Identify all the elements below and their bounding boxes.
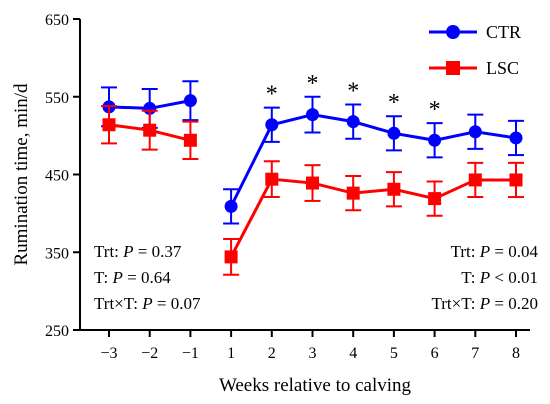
series-lsc (101, 105, 524, 276)
y-tick-label: 250 (45, 323, 69, 340)
stats-line-right: Trt: P = 0.04 (451, 242, 539, 261)
x-tick-label: 5 (390, 345, 398, 362)
series-ctr (101, 80, 524, 225)
x-tick-label: −1 (182, 345, 199, 362)
data-point (102, 118, 116, 132)
stats-line-left: Trt: P = 0.37 (94, 242, 182, 261)
significance-star: * (266, 82, 278, 108)
significance-star: * (347, 79, 359, 105)
data-point (387, 126, 401, 140)
data-point (224, 250, 238, 264)
data-point (387, 182, 401, 196)
legend-item-lsc: LSC (429, 58, 519, 78)
legend-marker (446, 25, 460, 39)
data-point (306, 176, 319, 190)
stats-line-right: T: P < 0.01 (461, 268, 538, 287)
data-point (428, 192, 442, 206)
data-point (224, 199, 238, 213)
x-tick-label: −3 (100, 345, 117, 362)
data-point (183, 133, 197, 147)
data-point (183, 94, 197, 108)
x-tick-label: 2 (268, 345, 276, 362)
x-tick-label: 4 (349, 345, 357, 362)
x-tick-label: −2 (141, 345, 158, 362)
data-point (509, 131, 523, 145)
data-point (428, 133, 442, 147)
data-point (468, 125, 482, 139)
data-point (509, 173, 523, 187)
data-point (346, 115, 360, 129)
x-tick-label: 3 (309, 345, 317, 362)
y-tick-label: 650 (45, 12, 69, 29)
significance-star: * (307, 71, 319, 97)
data-point (346, 186, 360, 200)
legend-label: CTR (486, 22, 521, 42)
stat-annotations: Trt: P = 0.37 T: P = 0.64 Trt×T: P = 0.07 T… (94, 242, 538, 313)
x-tick-label: 7 (471, 345, 479, 362)
x-axis-title: Weeks relative to calving (219, 375, 412, 396)
legend-marker (446, 61, 460, 75)
data-point (143, 123, 157, 137)
legend-item-ctr: CTR (429, 22, 521, 42)
stats-line-left: T: P = 0.64 (94, 268, 171, 287)
data-point (265, 118, 279, 132)
x-tick-label: 6 (431, 345, 439, 362)
stats-line-left: Trt×T: P = 0.07 (94, 294, 201, 313)
x-tick-label: 8 (512, 345, 520, 362)
x-tick-label: 1 (227, 345, 235, 362)
series-line (229, 177, 516, 258)
y-tick-label: 450 (45, 168, 69, 185)
stats-line-right: Trt×T: P = 0.20 (431, 294, 538, 313)
data-point (306, 108, 319, 122)
significance-markers: * * * * * (266, 71, 441, 123)
series-line (229, 113, 517, 208)
axes: 250 350 450 550 650 −3 −2 −1 1 2 3 4 5 6 7 8 (45, 12, 530, 362)
legend-label: LSC (486, 58, 519, 78)
legend: CTR LSC (429, 22, 521, 78)
y-tick-label: 350 (45, 245, 69, 262)
data-point (468, 173, 482, 187)
chart-marks: * * * * * (101, 71, 524, 276)
significance-star: * (429, 97, 441, 123)
data-point (265, 172, 279, 186)
significance-star: * (388, 90, 400, 116)
y-axis-title: Rumination time, min/d (11, 83, 32, 266)
y-tick-label: 550 (45, 90, 69, 107)
